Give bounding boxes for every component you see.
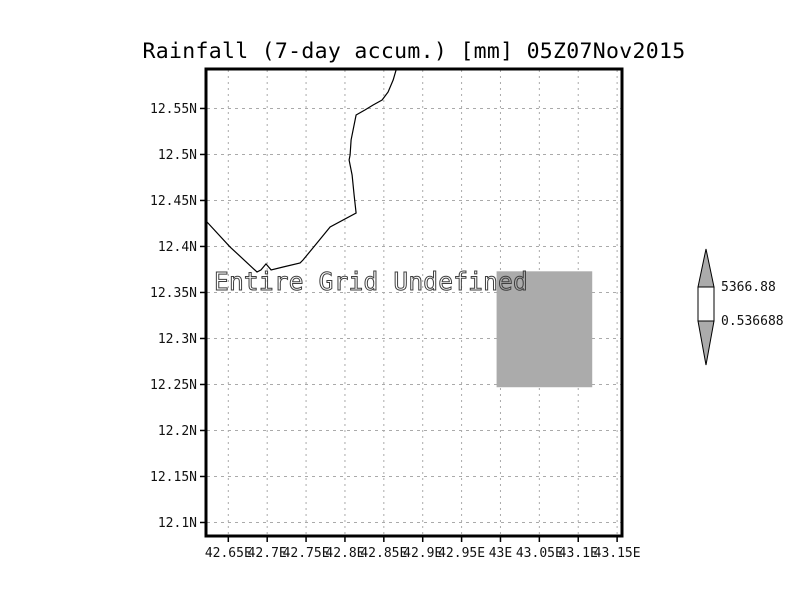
coastline-layer (206, 69, 397, 273)
y-axis-tick-label: 12.55N (150, 102, 197, 117)
x-axis-tick-label: 42.7E (248, 546, 287, 561)
x-axis-tick-label: 42.65E (205, 546, 252, 561)
colorbar-min-label: 0.536688 (721, 314, 784, 329)
colorbar-below-min-arrow (697, 320, 715, 366)
x-axis-tick-label: 43E (489, 546, 512, 561)
y-axis-tick-label: 12.15N (150, 470, 197, 485)
colorbar-band (697, 286, 715, 322)
map-frame-border (204, 67, 624, 538)
x-axis-tick-label: 42.8E (325, 546, 364, 561)
x-axis-tick-label: 43.15E (594, 546, 641, 561)
x-axis-tick-label: 43.1E (559, 546, 598, 561)
undefined-region-layer (496, 271, 593, 388)
undefined-region-box (496, 271, 593, 388)
colorbar: 5366.88 0.536688 (697, 248, 784, 366)
colorbar-above-max-arrow (697, 248, 715, 288)
x-axis-tick-label: 42.95E (438, 546, 485, 561)
y-axis-tick-label: 12.5N (158, 148, 197, 163)
entire-grid-undefined-annotation: Entire Grid Undefined (214, 267, 528, 296)
x-axis-tick-label: 42.75E (283, 546, 330, 561)
plot-title: Rainfall (7-day accum.) [mm] 05Z07Nov201… (142, 39, 685, 64)
y-axis-tick-label: 12.3N (158, 332, 197, 347)
y-axis-tick-label: 12.25N (150, 378, 197, 393)
y-axis-tick-label: 12.4N (158, 240, 197, 255)
y-axis-tick-label: 12.1N (158, 516, 197, 531)
y-axis-tick-label: 12.35N (150, 286, 197, 301)
coastline (206, 69, 397, 273)
colorbar-max-label: 5366.88 (721, 280, 776, 295)
x-axis-tick-label: 43.05E (516, 546, 563, 561)
x-axis-tick-label: 42.9E (403, 546, 442, 561)
y-axis-tick-label: 12.2N (158, 424, 197, 439)
x-axis-tick-label: 42.85E (360, 546, 407, 561)
y-axis-tick-label: 12.45N (150, 194, 197, 209)
